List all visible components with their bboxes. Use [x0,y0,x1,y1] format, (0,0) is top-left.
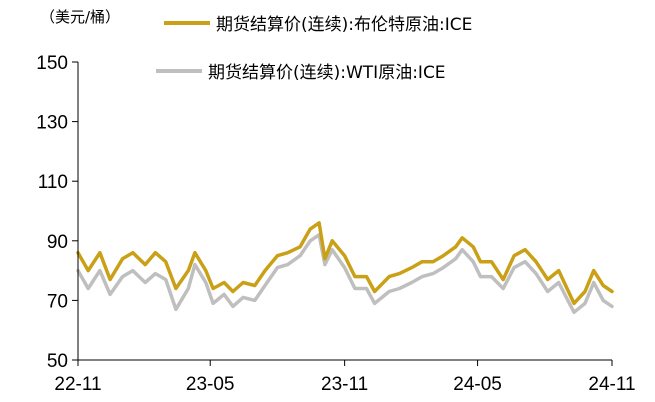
x-tick-label: 22-11 [54,374,101,395]
x-tick-label: 24-05 [453,374,502,395]
series-line-wti [76,233,614,315]
y-tick-label: 90 [47,232,68,253]
series-line-brent [76,221,614,306]
y-tick-label: 130 [36,113,68,134]
x-tick-label: 23-11 [321,374,368,395]
y-tick-label: 50 [47,351,68,372]
legend-item-wti: 期货结算价(连续):WTI原油:ICE [156,58,446,83]
series-layer [76,221,614,315]
x-tick-label: 24-11 [588,374,635,395]
legend-label-brent: 期货结算价(连续):布伦特原油:ICE [216,15,473,35]
legend-swatch-brent [164,20,210,25]
y-tick-label: 110 [38,172,68,193]
legend-label-wti: 期货结算价(连续):WTI原油:ICE [208,63,446,83]
y-tick-label: 70 [47,291,68,312]
y-tick-label: 150 [36,53,68,74]
legend-item-brent: 期货结算价(连续):布伦特原油:ICE [164,10,472,35]
unit-label: （美元/桶） [40,8,121,26]
legend-swatch-wti [156,68,202,73]
axis-layer: 50 70 90 110 130 150 22-11 23-05 23-11 24-05 24-11 [36,53,635,395]
x-tick-label: 23-05 [186,374,235,395]
